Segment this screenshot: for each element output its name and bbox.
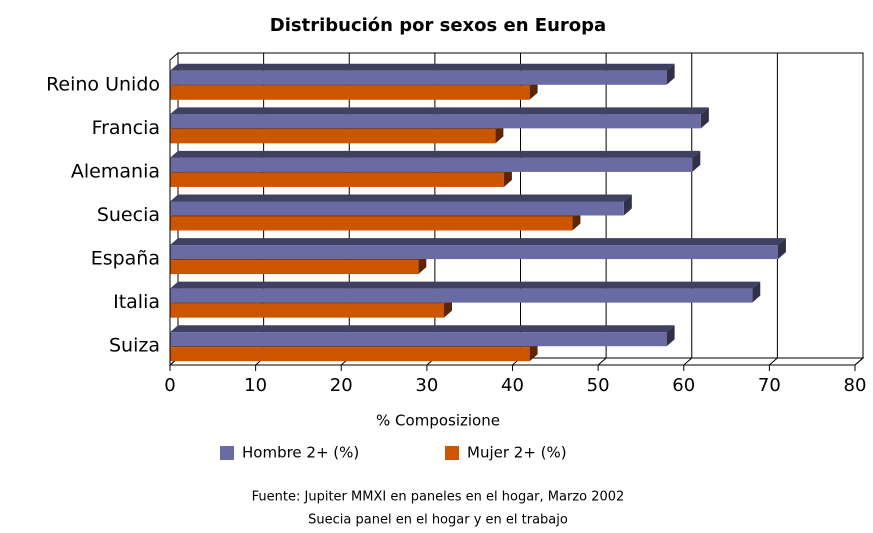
y-tick-label: España [91,248,160,270]
legend-swatch [445,446,459,460]
x-tick-label: 0 [164,375,175,396]
bar-side [692,150,701,172]
x-tick-label: 50 [587,375,610,396]
bar-side [666,325,675,347]
bar [170,201,624,216]
bar-top [170,63,675,71]
bar [170,245,778,260]
legend-label: Mujer 2+ (%) [467,444,567,462]
x-tick-label: 30 [415,375,438,396]
bar [170,303,444,318]
grid-line [854,53,864,366]
bar-top [170,325,675,333]
bar-top [170,107,709,115]
bar [170,332,667,347]
bar-side [666,63,675,85]
bar-top [170,194,632,202]
bar-top [170,238,786,246]
bar-side [700,107,709,129]
legend-swatch [220,446,234,460]
bar [170,216,573,231]
x-tick-label: 60 [672,375,695,396]
y-tick-label: Italia [113,291,160,313]
bar [170,85,530,100]
x-tick-label: 40 [501,375,524,396]
bar [170,114,701,129]
x-axis-label: % Composizione [376,412,500,430]
bar [170,129,496,144]
bar-side [777,238,786,260]
footnote: Fuente: Jupiter MMXI en paneles en el ho… [252,490,625,505]
x-tick-label: 80 [844,375,867,396]
bar [170,172,504,187]
y-tick-label: Alemania [71,160,160,182]
x-tick-label: 20 [330,375,353,396]
bar-top [170,150,701,158]
y-tick-label: Suiza [109,335,160,357]
y-tick-label: Suecia [97,204,160,226]
y-tick-label: Francia [92,117,160,139]
grid-line [769,53,778,366]
footnote: Suecia panel en el hogar y en el trabajo [308,513,568,528]
bar [170,260,419,275]
bar-top [170,281,761,289]
bar [170,288,753,303]
bar [170,157,693,172]
legend-label: Hombre 2+ (%) [242,444,359,462]
y-tick-label: Reino Unido [46,73,160,95]
bar-side [752,281,761,303]
chart-title: Distribución por sexos en Europa [270,15,606,36]
x-tick-label: 10 [244,375,267,396]
bar-side [623,194,632,216]
bar [170,70,667,85]
bar [170,347,530,362]
x-tick-label: 70 [758,375,781,396]
